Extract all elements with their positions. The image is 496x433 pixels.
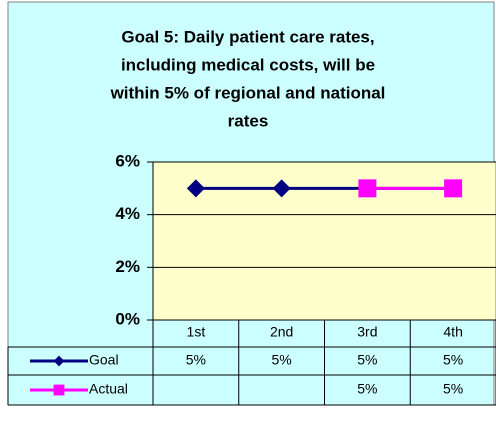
x-tick-label: 4th [443, 324, 462, 340]
data-label: 5% [357, 381, 377, 397]
data-label: 5% [357, 352, 377, 368]
data-point [444, 179, 463, 198]
y-tick-label: 0% [115, 309, 140, 328]
chart-title: including medical costs, will be [121, 55, 375, 74]
legend-label: Goal [89, 352, 119, 368]
data-point [358, 179, 377, 198]
x-tick-label: 2nd [270, 324, 293, 340]
data-label: 5% [186, 352, 206, 368]
data-point [272, 179, 291, 198]
data-point [186, 179, 205, 198]
y-tick-label: 6% [115, 151, 140, 170]
legend-marker [53, 384, 65, 396]
x-tick-label: 3rd [357, 324, 377, 340]
y-tick-label: 2% [115, 257, 140, 276]
chart-title: within 5% of regional and national [110, 83, 386, 102]
chart-title: Goal 5: Daily patient care rates, [121, 27, 374, 46]
chart-title: rates [228, 111, 269, 130]
y-tick-label: 4% [115, 204, 140, 223]
data-label: 5% [443, 381, 463, 397]
legend-label: Actual [89, 381, 128, 397]
data-label: 5% [272, 352, 292, 368]
data-label: 5% [443, 352, 463, 368]
x-tick-label: 1st [187, 324, 206, 340]
